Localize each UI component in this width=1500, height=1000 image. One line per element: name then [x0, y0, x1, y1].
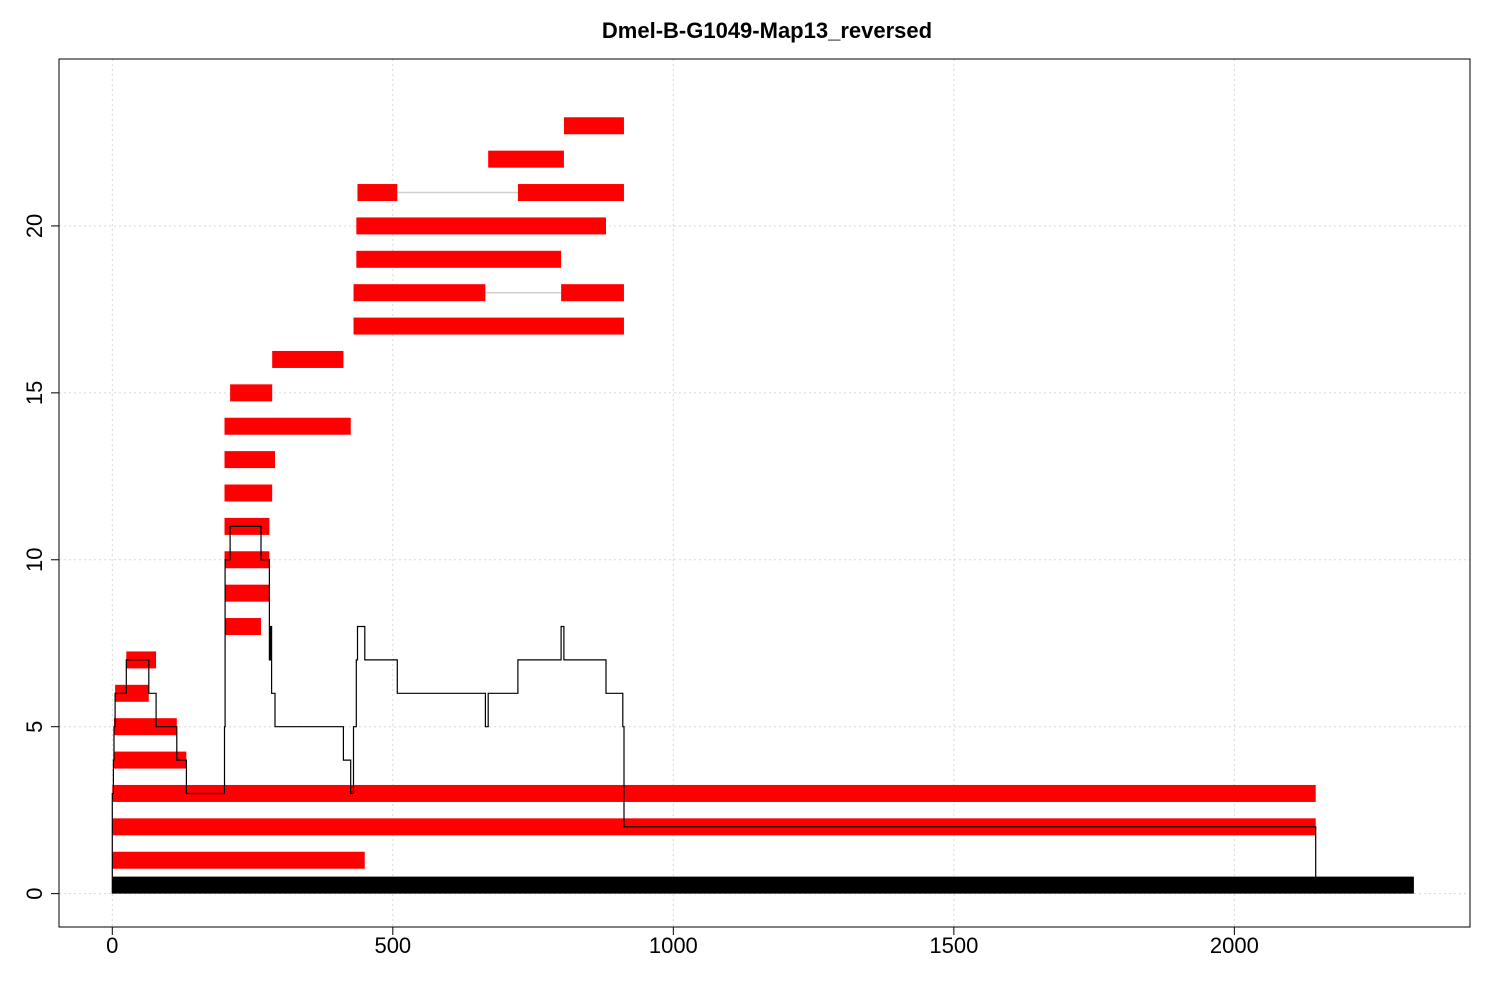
- read-bar: [224, 551, 270, 569]
- read-bar: [357, 184, 398, 202]
- read-alignments: [112, 117, 1316, 869]
- coverage-polyline: [111, 525, 1317, 894]
- y-tick-label: 0: [22, 887, 47, 899]
- read-bar: [272, 350, 344, 368]
- read-bar: [353, 317, 624, 335]
- read-bar: [224, 484, 273, 502]
- x-tick-label: 1000: [649, 933, 698, 958]
- x-tick-label: 500: [374, 933, 411, 958]
- read-bar: [115, 684, 149, 702]
- read-bar: [224, 417, 351, 435]
- x-tick-label: 0: [106, 933, 118, 958]
- coverage-line: [111, 525, 1317, 894]
- y-tick-label: 15: [22, 381, 47, 405]
- read-bar: [113, 718, 177, 736]
- y-tick-label: 5: [22, 721, 47, 733]
- x-tick-label: 1500: [929, 933, 978, 958]
- reference-sequence: [112, 876, 1414, 894]
- reference-bar: [112, 876, 1414, 894]
- read-bar: [224, 618, 261, 636]
- read-bar: [112, 784, 1316, 802]
- read-bar: [356, 217, 607, 235]
- x-tick-label: 2000: [1210, 933, 1259, 958]
- read-bar: [561, 284, 624, 302]
- x-axis: 0 500 1000 1500 2000: [106, 926, 1259, 958]
- chart-title: Dmel-B-G1049-Map13_reversed: [602, 18, 932, 43]
- read-bar: [563, 117, 624, 135]
- read-bar: [113, 751, 187, 769]
- read-bar: [488, 150, 564, 168]
- read-bar: [224, 451, 275, 469]
- read-bar: [353, 284, 486, 302]
- y-axis: 0 5 10 15 20: [22, 214, 60, 900]
- read-bar: [224, 584, 270, 602]
- read-bar: [112, 851, 365, 869]
- read-bar: [230, 384, 273, 402]
- y-tick-label: 20: [22, 214, 47, 238]
- read-bar: [517, 184, 624, 202]
- y-tick-label: 10: [22, 548, 47, 572]
- read-bar: [356, 250, 562, 268]
